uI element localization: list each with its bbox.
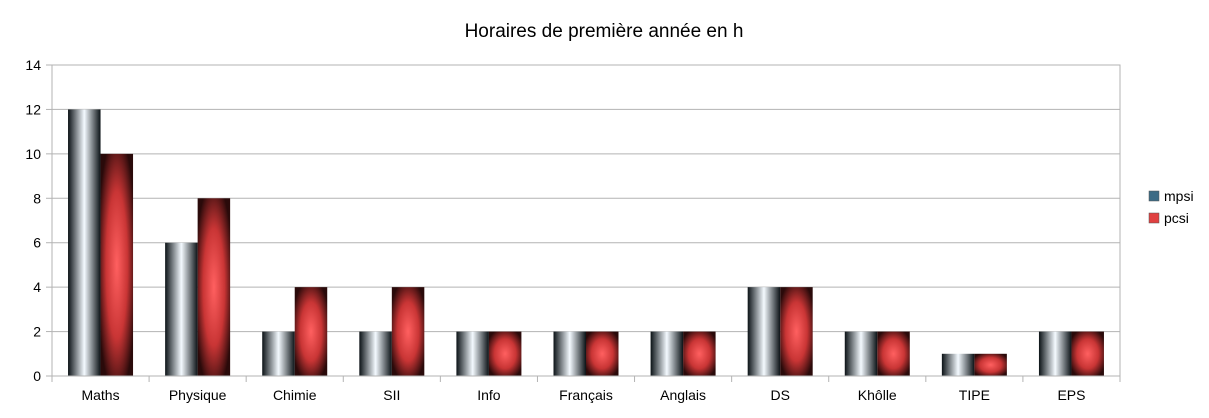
- bar-pcsi-chimie: [294, 287, 328, 376]
- bar-mpsi-eps: [1038, 331, 1072, 376]
- x-tick-label: EPS: [1057, 387, 1085, 403]
- x-tick-label: Chimie: [273, 387, 317, 403]
- bar-pcsi-sii: [391, 287, 425, 376]
- bar-mpsi-khôlle: [844, 331, 878, 376]
- bar-mpsi-sii: [359, 331, 392, 376]
- bar-pcsi-physique: [197, 198, 231, 376]
- bar-pcsi-info: [488, 331, 522, 376]
- y-tick-label: 14: [25, 57, 41, 73]
- x-tick-label: Info: [477, 387, 501, 403]
- bar-mpsi-anglais: [650, 331, 684, 376]
- bar-pcsi-français: [586, 331, 619, 376]
- plot-frame: [51, 64, 1121, 377]
- y-tick-label: 12: [25, 101, 41, 117]
- chart-title: Horaires de première année en h: [465, 21, 744, 42]
- legend-label-mpsi: mpsi: [1164, 188, 1194, 204]
- bar-pcsi-anglais: [683, 331, 716, 376]
- bar-pcsi-khôlle: [877, 331, 910, 376]
- bar-pcsi-ds: [780, 287, 813, 376]
- bar-pcsi-eps: [1071, 331, 1104, 376]
- bar-mpsi-maths: [68, 109, 101, 376]
- x-tick-label: TIPE: [959, 387, 990, 403]
- x-tick-label: Anglais: [660, 387, 706, 403]
- bar-pcsi-maths: [100, 153, 134, 376]
- y-tick-label: 0: [33, 368, 41, 384]
- legend-label-pcsi: pcsi: [1164, 210, 1189, 226]
- bar-mpsi-tipe: [941, 353, 975, 376]
- x-tick-label: Maths: [81, 387, 119, 403]
- bar-mpsi-chimie: [262, 331, 295, 376]
- x-tick-label: DS: [770, 387, 789, 403]
- bar-mpsi-ds: [747, 287, 781, 376]
- x-tick-label: Khôlle: [858, 387, 897, 403]
- bar-mpsi-français: [553, 331, 586, 376]
- bar-mpsi-physique: [165, 242, 198, 376]
- bar-pcsi-tipe: [974, 353, 1007, 376]
- legend-swatch-pcsi: [1148, 212, 1160, 224]
- legend-swatch-mpsi: [1148, 190, 1160, 202]
- y-tick-label: 2: [33, 324, 41, 340]
- x-tick-label: SII: [383, 387, 400, 403]
- x-tick-label: Français: [559, 387, 613, 403]
- x-tick-label: Physique: [169, 387, 227, 403]
- y-tick-label: 8: [33, 190, 41, 206]
- y-tick-label: 10: [25, 146, 41, 162]
- y-tick-label: 4: [33, 279, 41, 295]
- y-tick-label: 6: [33, 235, 41, 251]
- bar-mpsi-info: [456, 331, 489, 376]
